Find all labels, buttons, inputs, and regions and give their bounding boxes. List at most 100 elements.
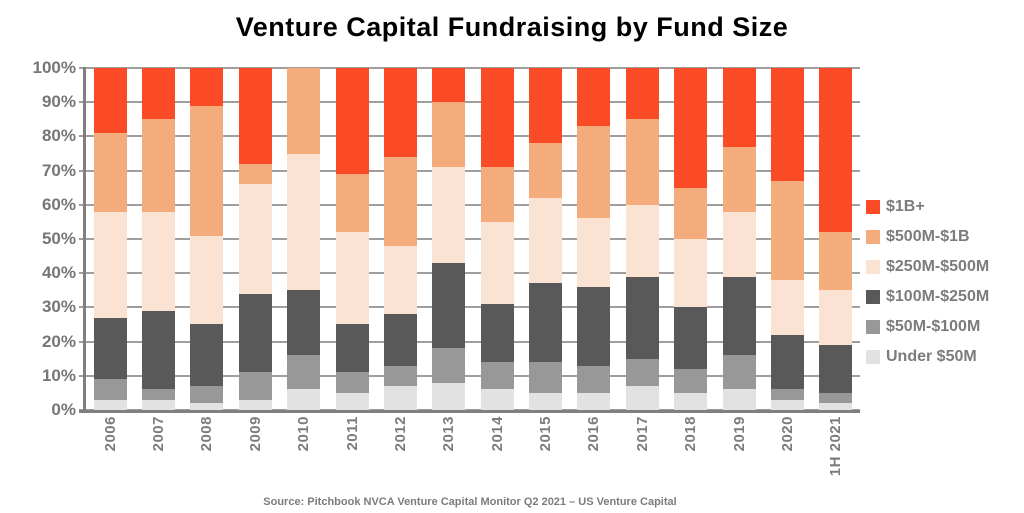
x-label-slot: 2012 (376, 416, 424, 508)
bar-segment (190, 403, 224, 410)
bar-segment (577, 392, 611, 410)
x-label-slot: 2014 (473, 416, 521, 508)
x-label-slot: 2009 (231, 416, 279, 508)
bar-segment (529, 392, 563, 410)
bar-segment (529, 68, 563, 144)
bar-slot-2014 (473, 68, 521, 410)
bar-segment (93, 68, 127, 133)
legend: $1B+ $500M-$1B $250M-$500M $100M-$250M $50M-… (866, 192, 989, 372)
bar-2009 (238, 68, 272, 410)
x-label-slot: 2018 (667, 416, 715, 508)
bar-slot-2011 (328, 68, 376, 410)
bar-segment (577, 286, 611, 366)
bar-segment (93, 132, 127, 212)
legend-item-4: $50M-$100M (866, 312, 989, 342)
bar-segment (674, 68, 708, 188)
x-tick-label: 2008 (198, 416, 216, 452)
gridline-80% (79, 135, 860, 138)
plot-area (79, 67, 860, 413)
bar-segment (335, 372, 369, 393)
source-note: Source: Pitchbook NVCA Venture Capital M… (263, 496, 677, 508)
bar-2013 (432, 68, 466, 410)
bar-segment (238, 293, 272, 373)
bar-segment (238, 372, 272, 400)
bar-2014 (480, 68, 514, 410)
x-label-slot: 1H 2021 (812, 416, 860, 508)
bar-slot-2019 (715, 68, 763, 410)
bar-segment (674, 238, 708, 308)
x-tick-label: 2018 (682, 416, 700, 452)
legend-swatch-icon (866, 350, 880, 364)
bar-slot-2006 (86, 68, 134, 410)
bar-segment (287, 355, 321, 390)
bar-segment (577, 68, 611, 127)
bar-segment (238, 68, 272, 164)
bar-segment (287, 290, 321, 356)
bar-slot-2010 (280, 68, 328, 410)
x-tick-label: 2009 (246, 416, 264, 452)
bar-2015 (529, 68, 563, 410)
bar-segment (770, 389, 804, 400)
bar-2016 (577, 68, 611, 410)
y-tick-label: 100% (32, 58, 76, 77)
bar-segment (238, 184, 272, 294)
bar-segment (287, 68, 321, 154)
bar-segment (335, 174, 369, 233)
x-label-slot: 2006 (86, 416, 134, 508)
legend-label: $1B+ (886, 198, 925, 215)
bar-segment (93, 317, 127, 380)
bar-segment (190, 68, 224, 106)
bar-2017 (625, 68, 659, 410)
bar-slot-2013 (425, 68, 473, 410)
bar-segment (142, 310, 176, 390)
bar-slot-1H 2021 (812, 68, 860, 410)
bar-segment (722, 355, 756, 390)
x-tick-label: 2006 (101, 416, 119, 452)
bar-slot-2009 (231, 68, 279, 410)
bar-segment (142, 211, 176, 311)
bar-segment (238, 163, 272, 185)
x-tick-label: 1H 2021 (827, 416, 845, 477)
bar-segment (819, 290, 853, 345)
x-tick-label: 2014 (488, 416, 506, 452)
bar-series (86, 68, 860, 410)
bar-slot-2007 (134, 68, 182, 410)
bar-2008 (190, 68, 224, 410)
x-tick-label: 2016 (585, 416, 603, 452)
x-tick-label: 2020 (778, 416, 796, 452)
bar-segment (93, 211, 127, 318)
bar-slot-2008 (183, 68, 231, 410)
bar-segment (770, 280, 804, 335)
legend-label: $100M-$250M (886, 288, 990, 305)
bar-segment (432, 382, 466, 410)
bar-segment (432, 262, 466, 349)
bar-segment (480, 221, 514, 304)
bar-segment (383, 365, 417, 387)
bar-segment (190, 235, 224, 325)
y-axis-labels: 0% 10% 20% 30% 40% 50% 60% 70% 80% 90% 100% (0, 0, 78, 513)
x-label-slot: 2017 (618, 416, 666, 508)
bar-segment (142, 389, 176, 400)
chart-title: Venture Capital Fundraising by Fund Size (235, 12, 789, 42)
bar-segment (770, 399, 804, 410)
bar-segment (335, 232, 369, 325)
y-tick-label: 70% (41, 160, 76, 180)
bar-segment (529, 143, 563, 198)
bar-segment (432, 102, 466, 168)
gridline-70% (79, 169, 860, 172)
bar-segment (529, 197, 563, 284)
legend-swatch-icon (866, 230, 880, 244)
legend-swatch-icon (866, 320, 880, 334)
x-label-slot: 2019 (715, 416, 763, 508)
x-tick-label: 2011 (343, 416, 361, 451)
bar-2011 (335, 68, 369, 410)
bar-segment (383, 245, 417, 315)
bar-segment (819, 68, 853, 233)
y-tick-label: 80% (41, 126, 76, 146)
y-tick-label: 30% (41, 297, 76, 317)
bar-2006 (93, 68, 127, 410)
bar-segment (625, 276, 659, 359)
y-tick-label: 10% (41, 365, 76, 385)
legend-swatch-icon (866, 200, 880, 214)
